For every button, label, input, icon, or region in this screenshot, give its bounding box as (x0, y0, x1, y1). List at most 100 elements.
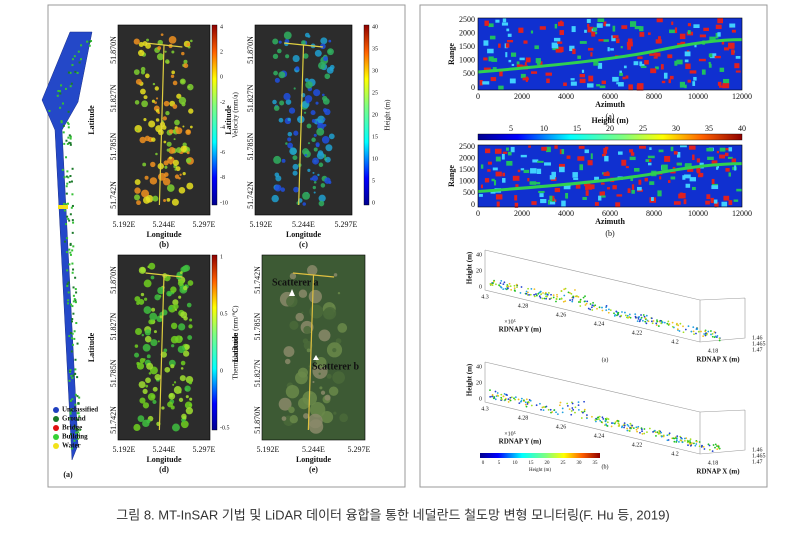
strip-pixel (48, 109, 51, 112)
point (561, 407, 564, 410)
point (600, 421, 603, 423)
strip-pixel (73, 439, 76, 442)
strip-pixel (74, 427, 77, 430)
point (589, 303, 592, 305)
heatmap-cell (676, 151, 681, 158)
strip-pixel (71, 271, 74, 274)
map-blob (283, 346, 295, 358)
point (626, 423, 629, 426)
point (637, 425, 640, 428)
map-blob (134, 125, 143, 133)
colorbar-tick: 1 (220, 254, 223, 260)
point (575, 295, 578, 297)
heatmap-cell (495, 194, 503, 200)
point (707, 443, 710, 446)
y-axis-label: Latitude (87, 332, 96, 362)
heatmap-cell (630, 176, 634, 181)
heatmap-cell (684, 174, 691, 179)
strip-pixel (77, 402, 80, 405)
heatmap-cell (709, 53, 717, 59)
map-blob (273, 155, 282, 164)
strip-pixel (68, 248, 71, 251)
map-blob (177, 280, 184, 287)
map-blob (329, 64, 335, 70)
point (503, 392, 506, 395)
point (713, 336, 716, 339)
strip-pixel (75, 291, 78, 294)
map-blob (143, 118, 147, 122)
heatmap-cell (680, 41, 686, 46)
map-blob (287, 117, 291, 122)
heatmap-band (477, 162, 743, 193)
map-blob (152, 195, 159, 202)
heatmap-cell (510, 146, 515, 153)
map-blob (157, 340, 160, 343)
point (558, 404, 561, 407)
map-blob (275, 175, 282, 182)
strip-pixel (76, 376, 79, 379)
map-blob (311, 118, 316, 123)
heatmap-cell (688, 145, 696, 150)
map-blob (161, 406, 165, 410)
colorbar-title: Height (m) (591, 116, 628, 125)
legend-label: Water (62, 442, 81, 450)
point (500, 279, 503, 282)
map-blob (188, 381, 193, 385)
heatmap-cell (736, 188, 742, 192)
point (681, 441, 684, 444)
point (586, 300, 589, 303)
map-blob (160, 33, 164, 37)
heatmap-cell (728, 200, 733, 205)
heatmap-cell (679, 195, 682, 198)
strip-pixel (73, 298, 76, 301)
strip-pixel (67, 176, 70, 179)
heatmap-cell (531, 201, 537, 205)
point (502, 288, 505, 291)
map-blob (186, 42, 191, 47)
point (711, 335, 714, 338)
point (598, 418, 600, 421)
heatmap-cell (661, 80, 666, 84)
point (651, 320, 653, 323)
map-blob (319, 386, 323, 390)
point (491, 395, 493, 398)
point (627, 316, 629, 319)
map-blob (141, 189, 150, 198)
point (590, 306, 593, 309)
heatmap-cell (723, 47, 729, 51)
point (647, 320, 650, 323)
point (642, 314, 645, 316)
point (656, 320, 659, 323)
map-blob (182, 125, 185, 128)
strip-pixel (75, 431, 78, 434)
panel-label: (e) (309, 465, 318, 474)
map-blob (144, 175, 149, 180)
point (538, 291, 541, 294)
heatmap-cell (676, 59, 683, 65)
heatmap-cell (727, 156, 733, 159)
strip-pixel (65, 251, 68, 254)
heatmap-cell (733, 199, 739, 202)
heatmap-cell (698, 58, 706, 62)
strip-pixel (74, 393, 77, 396)
point (526, 403, 529, 405)
map-blob (173, 386, 182, 394)
heatmap-cell (653, 52, 659, 55)
point (650, 317, 653, 320)
point (499, 285, 502, 288)
map-blob (302, 202, 306, 206)
map-blob (168, 392, 176, 400)
heatmap-cell (696, 158, 701, 163)
map-blob (180, 420, 189, 429)
x-tick-label: 6000 (602, 209, 618, 218)
point (579, 298, 582, 301)
strip-pixel (56, 94, 59, 97)
map-blob (155, 152, 158, 156)
map-blob (159, 315, 163, 319)
colorbar-tick: -10 (220, 200, 228, 206)
z-tick-label: 20 (476, 380, 482, 386)
heatmap-cell (728, 147, 733, 152)
panel-label: (c) (299, 240, 308, 249)
point (533, 293, 536, 296)
colorbar (211, 254, 218, 431)
